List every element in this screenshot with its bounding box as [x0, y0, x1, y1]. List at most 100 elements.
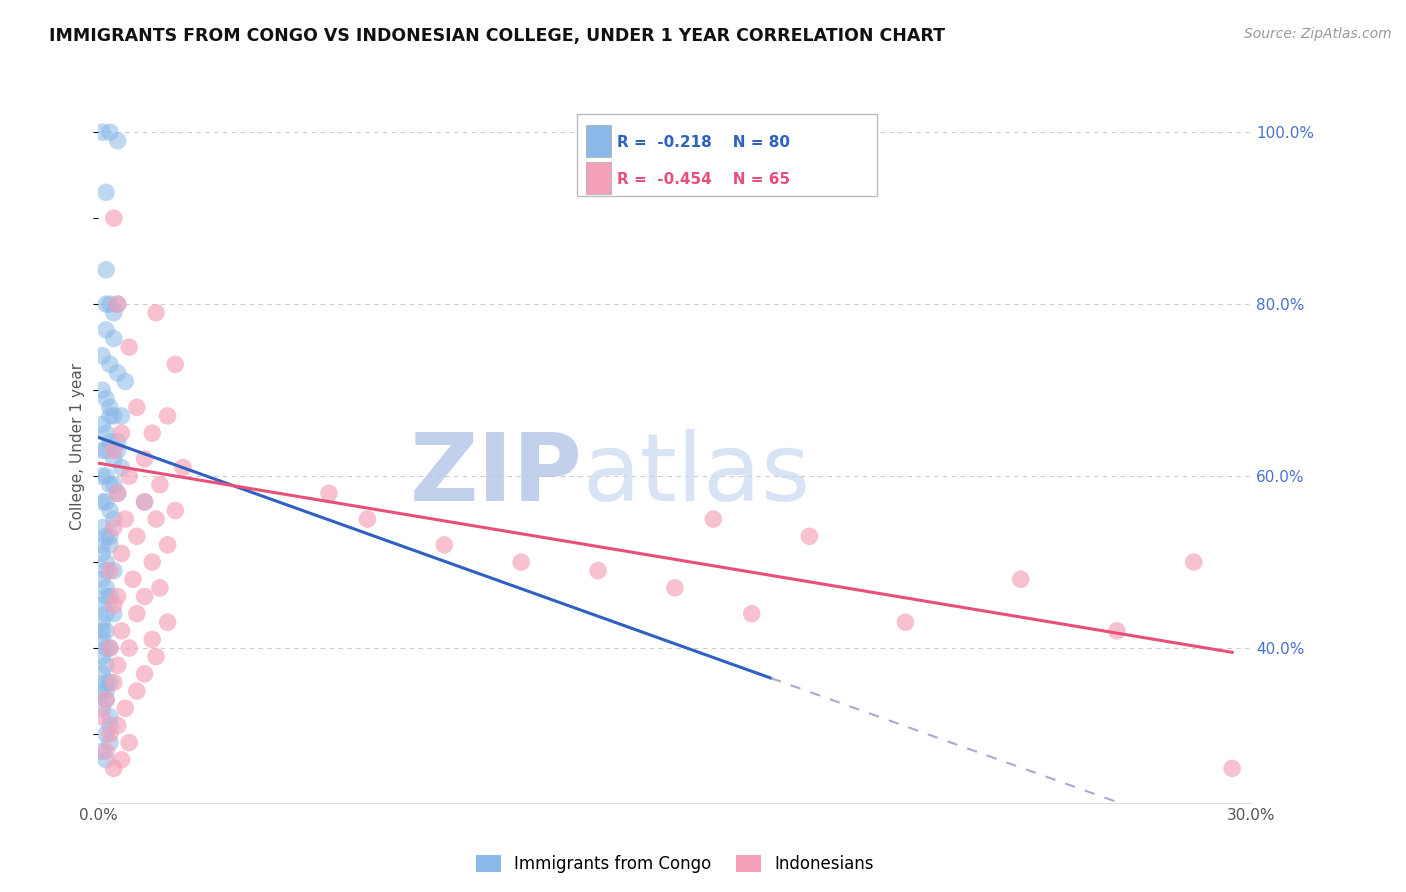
Point — [98, 675, 121, 690]
Point — [110, 624, 132, 638]
Point — [118, 641, 141, 656]
Point — [125, 607, 148, 621]
Point — [103, 598, 125, 612]
Point — [91, 495, 114, 509]
Point — [91, 349, 114, 363]
Point — [94, 607, 117, 621]
Point — [141, 426, 163, 441]
Point — [122, 572, 145, 586]
Point — [110, 460, 132, 475]
Point — [91, 632, 114, 647]
Point — [799, 529, 821, 543]
Point — [98, 641, 121, 656]
Point — [125, 684, 148, 698]
Point — [149, 581, 172, 595]
Point — [94, 469, 117, 483]
Point — [141, 555, 163, 569]
Point — [114, 512, 136, 526]
Point — [125, 529, 148, 543]
Point — [1182, 555, 1205, 569]
Point — [91, 417, 114, 432]
Y-axis label: College, Under 1 year: College, Under 1 year — [70, 362, 86, 530]
Point — [145, 306, 167, 320]
Point — [98, 125, 121, 139]
Point — [103, 477, 125, 491]
Point — [98, 297, 121, 311]
Point — [94, 658, 117, 673]
Point — [134, 666, 156, 681]
Point — [103, 675, 125, 690]
Point — [103, 512, 125, 526]
Point — [94, 753, 117, 767]
Point — [91, 521, 114, 535]
Point — [125, 401, 148, 415]
Point — [94, 684, 117, 698]
Point — [145, 512, 167, 526]
Legend: Immigrants from Congo, Indonesians: Immigrants from Congo, Indonesians — [470, 848, 880, 880]
Text: Source: ZipAtlas.com: Source: ZipAtlas.com — [1244, 27, 1392, 41]
Point — [702, 512, 724, 526]
Point — [134, 451, 156, 466]
Point — [110, 409, 132, 423]
Point — [94, 581, 117, 595]
Point — [107, 297, 129, 311]
Point — [141, 632, 163, 647]
Text: atlas: atlas — [582, 428, 811, 521]
Point — [94, 262, 117, 277]
Point — [156, 615, 179, 630]
Point — [165, 503, 187, 517]
Point — [98, 564, 121, 578]
Point — [94, 624, 117, 638]
Point — [1220, 761, 1243, 775]
Point — [134, 495, 156, 509]
Point — [107, 134, 129, 148]
Point — [91, 744, 114, 758]
Point — [172, 460, 194, 475]
Point — [98, 503, 121, 517]
Point — [894, 615, 917, 630]
Point — [107, 486, 129, 500]
Point — [91, 538, 114, 552]
Point — [149, 477, 172, 491]
Point — [103, 521, 125, 535]
Point — [98, 736, 121, 750]
Point — [91, 469, 114, 483]
Point — [107, 366, 129, 380]
Point — [94, 692, 117, 706]
Point — [107, 658, 129, 673]
Point — [94, 495, 117, 509]
Point — [91, 572, 114, 586]
Text: R =  -0.454    N = 65: R = -0.454 N = 65 — [617, 172, 790, 187]
Point — [91, 649, 114, 664]
Point — [107, 434, 129, 449]
Point — [103, 211, 125, 226]
Point — [586, 564, 609, 578]
Point — [94, 426, 117, 441]
Point — [98, 590, 121, 604]
Point — [103, 443, 125, 458]
Point — [94, 392, 117, 406]
Point — [1105, 624, 1128, 638]
Point — [98, 357, 121, 371]
Point — [91, 615, 114, 630]
Point — [91, 624, 114, 638]
Point — [94, 443, 117, 458]
Point — [1010, 572, 1032, 586]
Point — [741, 607, 763, 621]
Point — [156, 409, 179, 423]
Point — [98, 529, 121, 543]
Point — [103, 564, 125, 578]
Point — [103, 306, 125, 320]
Text: ZIP: ZIP — [409, 428, 582, 521]
Point — [114, 701, 136, 715]
Point — [98, 641, 121, 656]
Point — [433, 538, 456, 552]
Point — [94, 529, 117, 543]
Text: R =  -0.218    N = 80: R = -0.218 N = 80 — [617, 136, 790, 151]
Point — [91, 598, 114, 612]
Point — [110, 753, 132, 767]
Point — [91, 710, 114, 724]
Point — [98, 538, 121, 552]
Point — [318, 486, 340, 500]
Point — [94, 564, 117, 578]
